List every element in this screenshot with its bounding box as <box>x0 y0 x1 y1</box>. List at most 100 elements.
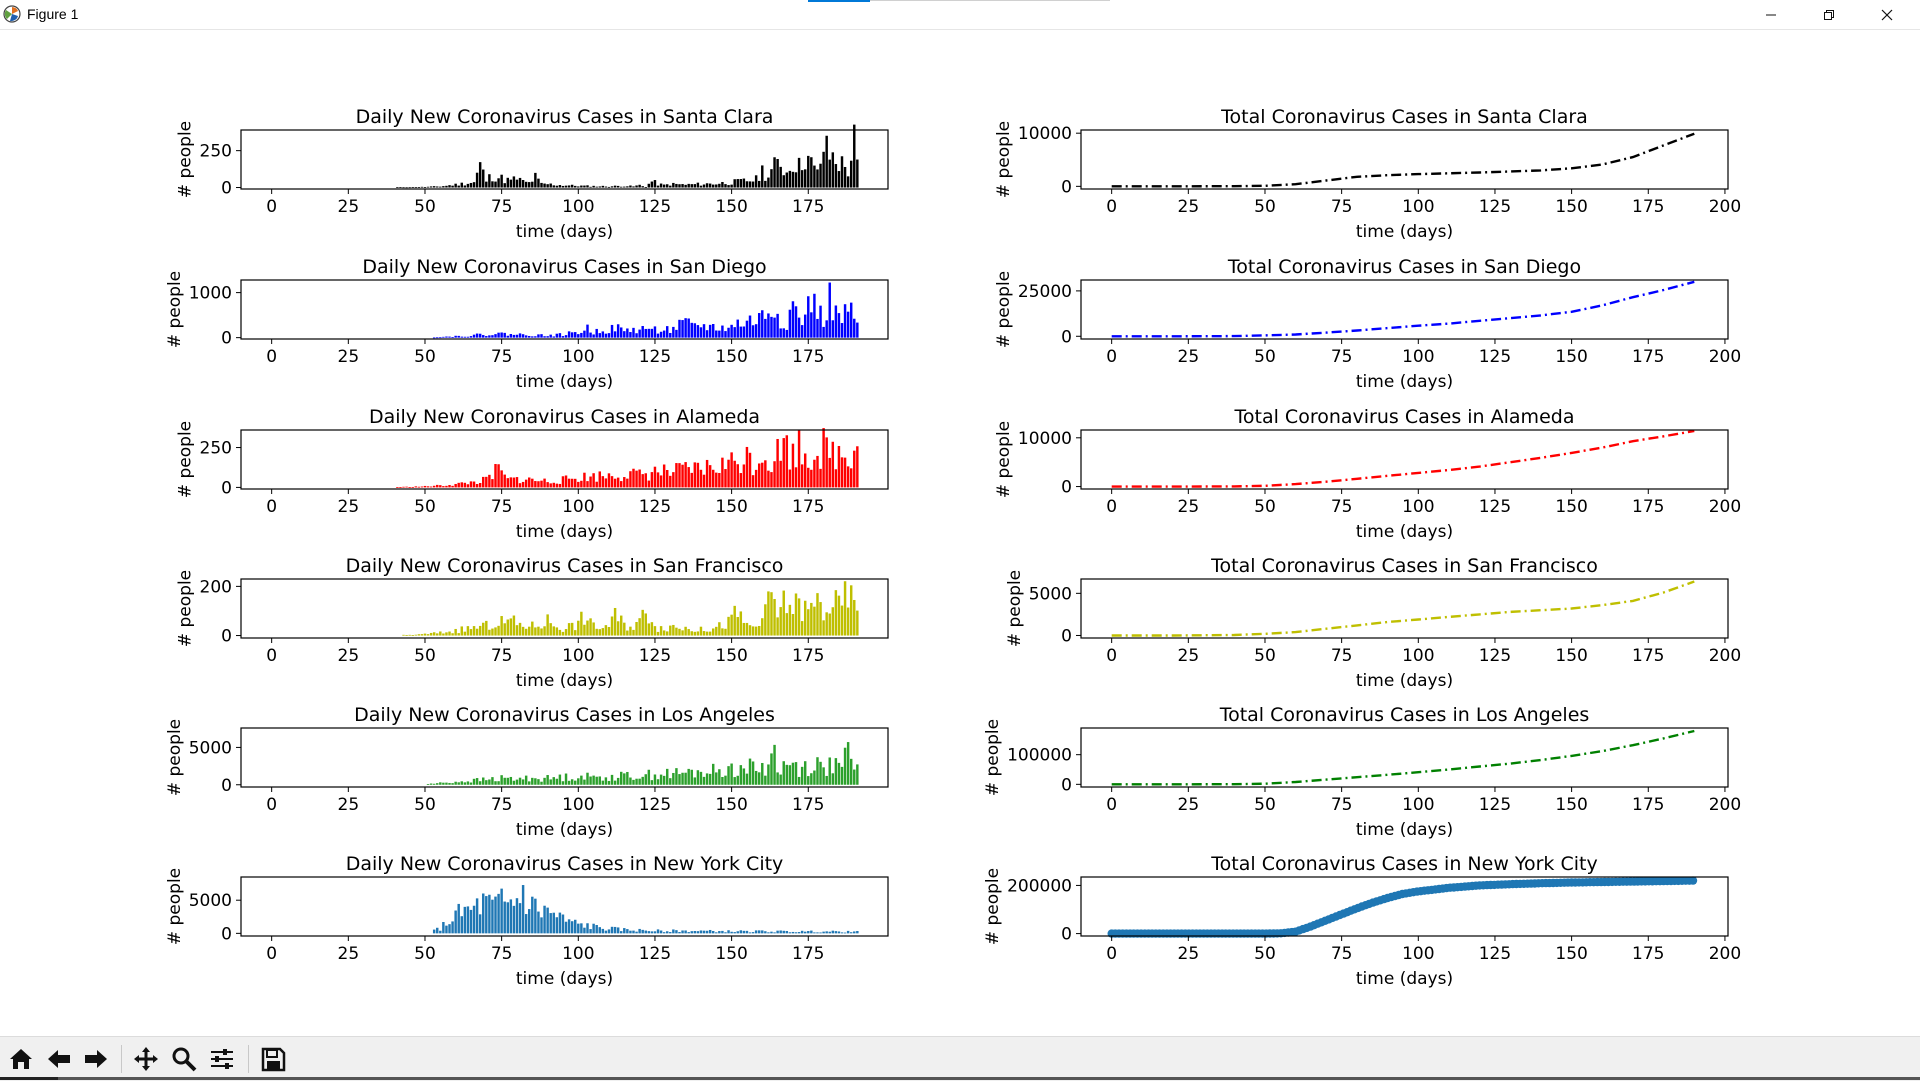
bar <box>721 457 724 488</box>
bar <box>653 326 657 338</box>
bar <box>822 931 825 934</box>
close-button[interactable] <box>1858 0 1916 29</box>
x-tick-label: 125 <box>639 944 671 964</box>
bar <box>816 757 819 785</box>
bar <box>405 187 408 189</box>
bar <box>761 762 764 785</box>
restore-icon <box>1824 9 1834 20</box>
bar <box>791 443 795 488</box>
bar <box>402 486 405 488</box>
x-tick-label: 150 <box>715 944 747 964</box>
bar <box>555 185 559 188</box>
toolbar-separator <box>248 1045 249 1073</box>
bar <box>500 332 503 338</box>
bar <box>610 476 614 488</box>
bar <box>549 483 552 488</box>
x-axis-label: time (days) <box>1356 222 1453 242</box>
bar <box>669 625 672 636</box>
bar <box>429 783 433 785</box>
bar <box>813 932 816 934</box>
bar <box>840 605 844 636</box>
bar <box>543 905 546 934</box>
bar <box>721 181 724 188</box>
bar <box>564 185 568 188</box>
bar <box>638 778 641 785</box>
bar <box>751 626 755 636</box>
bar <box>598 927 601 934</box>
bar <box>807 776 810 785</box>
bar <box>757 463 761 488</box>
bar <box>558 333 562 338</box>
y-tick-label: 0 <box>221 329 232 349</box>
bar <box>598 776 601 785</box>
bar <box>675 930 678 934</box>
bar <box>736 617 739 636</box>
zoom-button[interactable] <box>167 1042 201 1076</box>
bar <box>543 626 546 636</box>
bar <box>662 184 666 188</box>
bar <box>616 777 620 785</box>
bar <box>770 316 773 338</box>
x-tick-label: 25 <box>1178 795 1200 815</box>
bar <box>463 336 467 338</box>
bar <box>537 626 540 636</box>
x-tick-label: 25 <box>338 197 360 217</box>
x-tick-label: 200 <box>1709 944 1741 964</box>
y-tick-label: 0 <box>1061 925 1072 945</box>
x-tick-label: 125 <box>1479 944 1511 964</box>
restore-button[interactable] <box>1800 0 1858 29</box>
bar <box>549 334 552 338</box>
bar <box>843 747 847 785</box>
x-tick-label: 75 <box>1331 646 1353 666</box>
bar <box>454 781 457 785</box>
subplot-1: Daily New Coronavirus Cases in Santa Cla… <box>176 106 889 242</box>
bar <box>693 184 697 188</box>
bar <box>439 337 442 339</box>
bar <box>589 332 592 338</box>
save-button[interactable] <box>256 1042 290 1076</box>
bar <box>742 178 746 188</box>
bar <box>843 581 847 636</box>
x-axis-label: time (days) <box>1356 969 1453 989</box>
bar <box>773 599 776 636</box>
x-tick-label: 0 <box>1106 497 1117 517</box>
bar <box>515 179 519 188</box>
bar <box>524 335 528 338</box>
configure-subplots-icon <box>211 1049 233 1069</box>
minimize-button[interactable] <box>1742 0 1800 29</box>
bar <box>457 335 460 338</box>
bar <box>840 156 844 188</box>
x-tick-label: 50 <box>414 347 436 367</box>
bar <box>521 334 525 338</box>
bar <box>623 186 626 188</box>
x-tick-label: 150 <box>715 197 747 217</box>
bar <box>736 464 739 488</box>
home-button[interactable] <box>4 1042 38 1076</box>
forward-button[interactable] <box>79 1042 113 1076</box>
bar <box>791 171 795 188</box>
bar <box>506 777 509 785</box>
configure-subplots-button[interactable] <box>205 1042 239 1076</box>
x-tick-label: 175 <box>792 497 824 517</box>
bar <box>515 334 519 338</box>
pan-button[interactable] <box>129 1042 163 1076</box>
bar <box>399 487 402 488</box>
bar <box>604 777 608 785</box>
y-tick-label: 0 <box>221 478 232 498</box>
bar <box>488 174 491 188</box>
bar <box>810 312 813 338</box>
bar <box>552 777 555 785</box>
y-tick-label: 250 <box>200 142 232 162</box>
bar <box>405 486 408 488</box>
y-tick-label: 100000 <box>1007 746 1072 766</box>
y-tick-label: 1000 <box>189 284 232 304</box>
bar <box>764 931 767 934</box>
bar <box>757 180 761 188</box>
bar <box>466 336 470 338</box>
bar <box>853 599 856 636</box>
axes-frame <box>1080 279 1729 340</box>
x-tick-label: 25 <box>338 497 360 517</box>
back-button[interactable] <box>42 1042 76 1076</box>
bar <box>586 620 589 636</box>
bar <box>595 925 598 934</box>
